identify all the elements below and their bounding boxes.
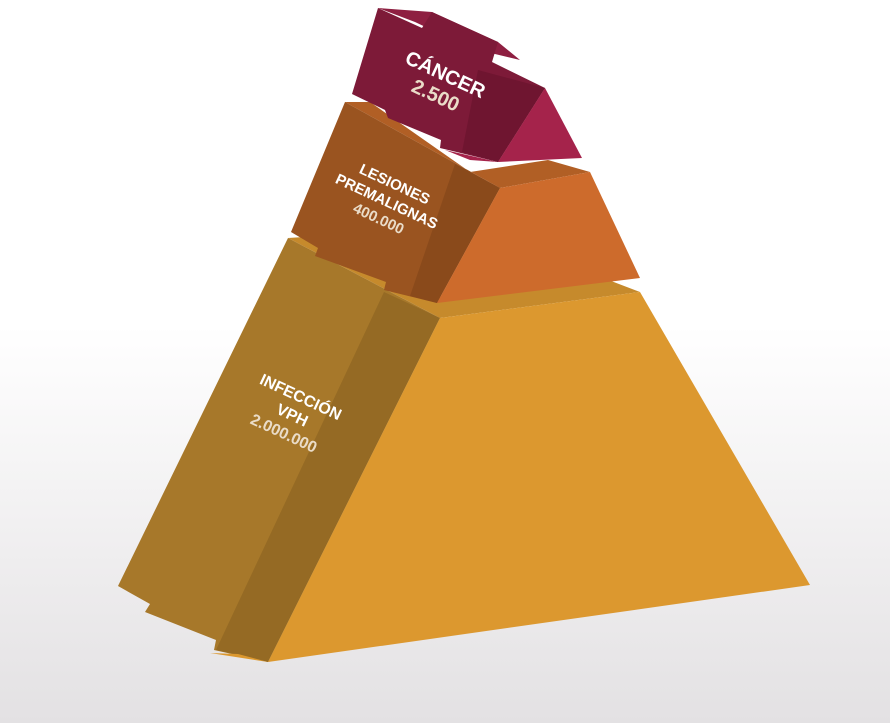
tier-cancer-front-fold xyxy=(462,70,545,162)
tier-lesiones-side-face xyxy=(437,172,640,303)
tier-infeccion-top-face xyxy=(288,236,640,318)
tier-infeccion-front-face xyxy=(118,238,440,662)
tier-infeccion-foot xyxy=(210,653,268,662)
tier-infeccion xyxy=(118,236,810,662)
tier-lesiones-front-fold xyxy=(410,164,500,303)
tier-infeccion-front-fold xyxy=(216,292,440,662)
tier-lesiones-top-face xyxy=(345,102,590,188)
tier-cancer xyxy=(352,8,582,162)
tier-cancer-side-face xyxy=(498,88,582,162)
tier-cancer-side-sliver xyxy=(445,150,498,162)
tier-infeccion-side-face xyxy=(268,292,810,662)
tier-lesiones xyxy=(291,102,640,303)
